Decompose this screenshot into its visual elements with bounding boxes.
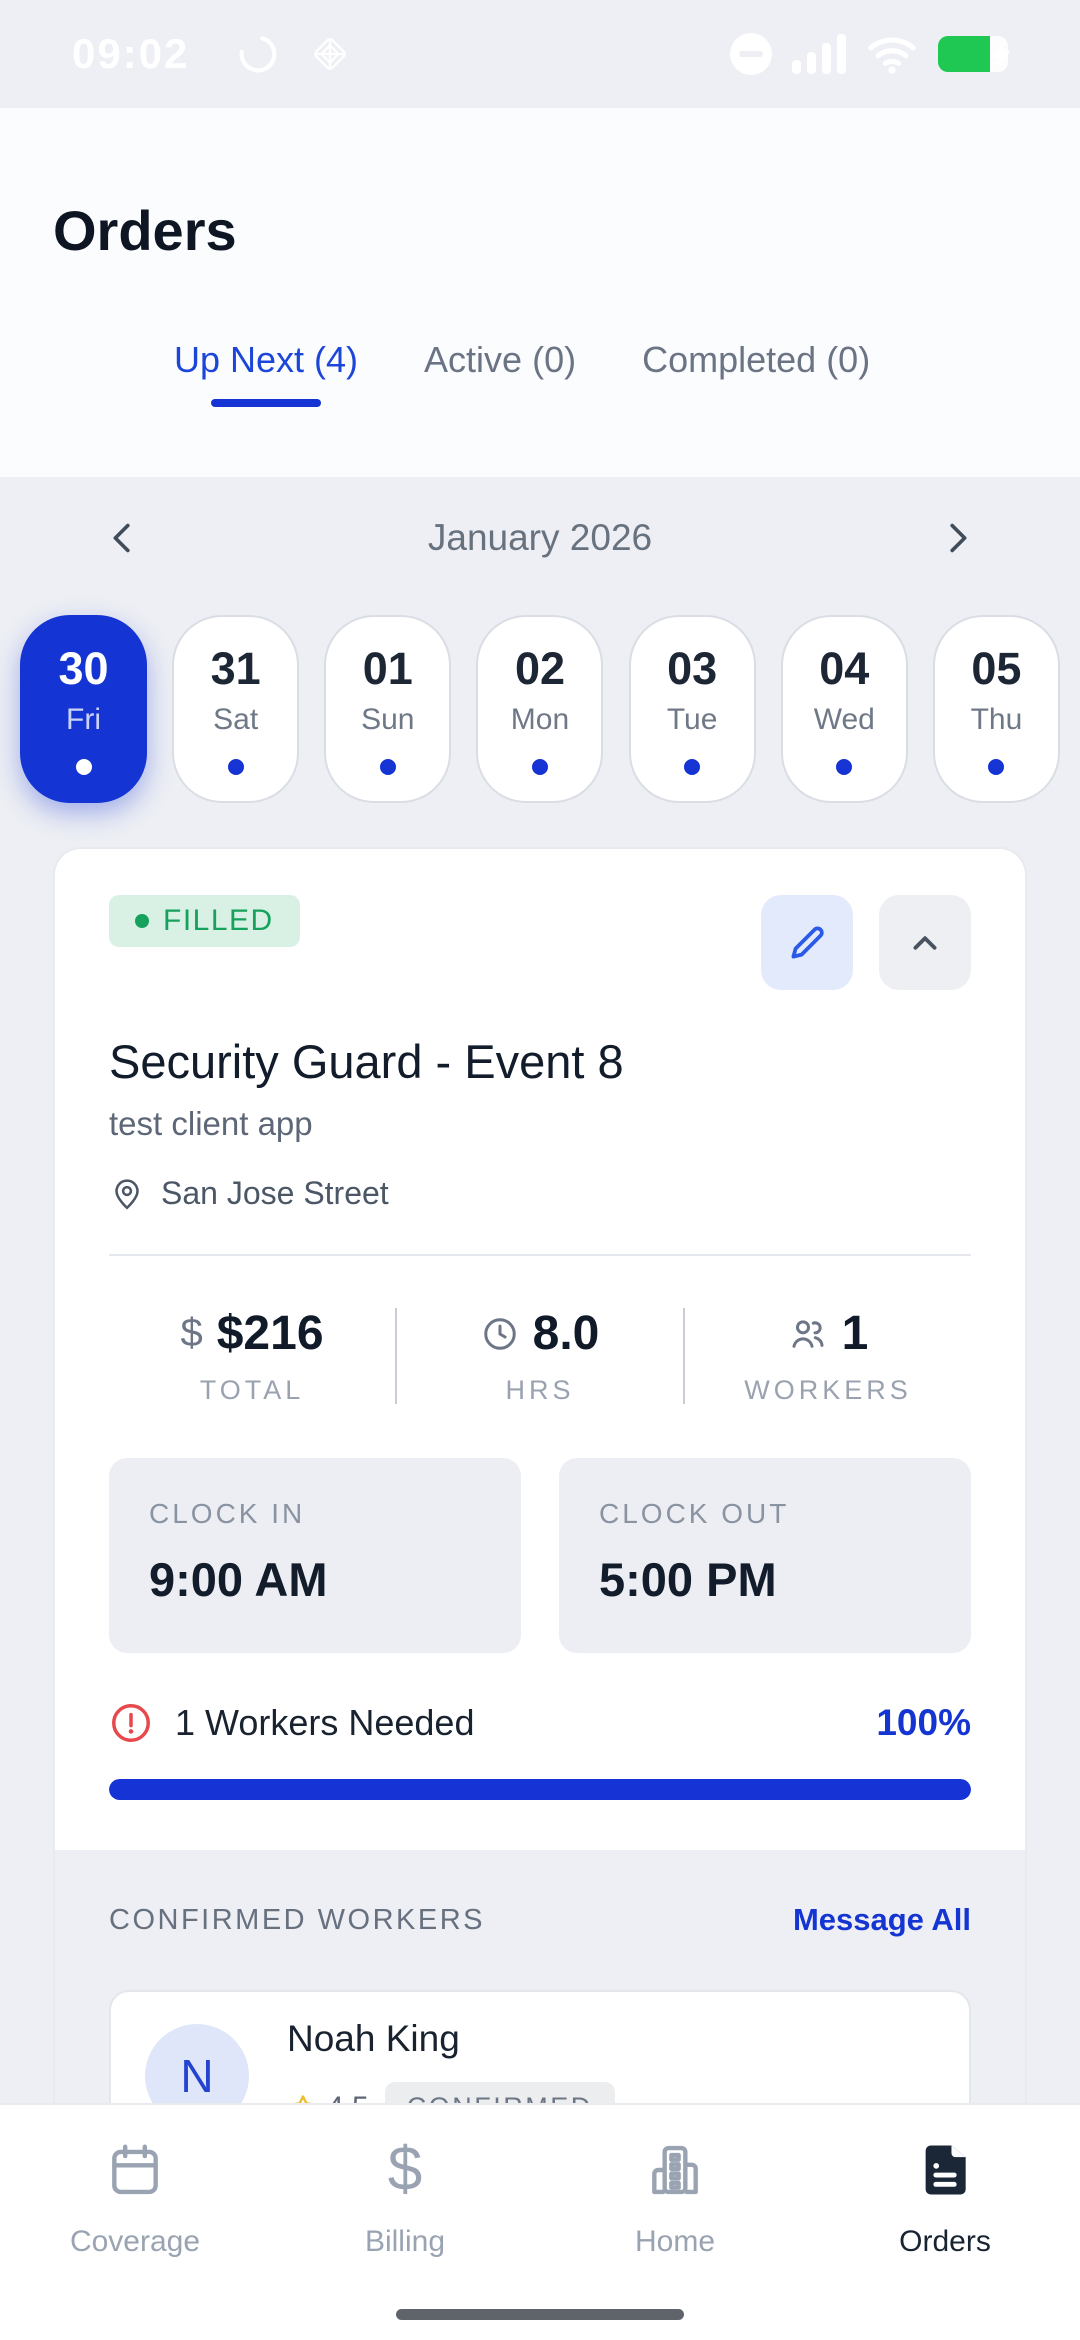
nav-item-home[interactable]: Home	[540, 2139, 810, 2340]
bottom-nav: Coverage $ Billing Home Orders	[0, 2103, 1080, 2340]
divider	[395, 1308, 397, 1404]
header: Orders Up Next (4) Active (0) Completed …	[0, 108, 1080, 477]
stat-hours: 8.0 HRS	[397, 1306, 683, 1406]
nav-item-orders[interactable]: Orders	[810, 2139, 1080, 2340]
event-dot	[684, 759, 701, 775]
event-dot	[227, 759, 244, 775]
clock-out-box: CLOCK OUT 5:00 PM	[559, 1458, 971, 1653]
status-time: 09:02	[72, 30, 190, 77]
stat-workers: 1 WORKERS	[744, 1307, 912, 1405]
nav-item-coverage[interactable]: Coverage	[0, 2139, 270, 2340]
divider	[683, 1308, 685, 1404]
status-bar: 09:02	[0, 0, 1080, 108]
day-pill-03[interactable]: 03 Tue	[628, 615, 756, 803]
tab-active[interactable]: Active (0)	[424, 339, 577, 380]
dollar-icon: $	[180, 1311, 203, 1355]
location-pin-icon	[109, 1176, 145, 1212]
order-stats: $ $216 TOTAL 8.0 HRS	[109, 1306, 971, 1406]
month-label: January 2026	[427, 517, 653, 558]
day-pill-30[interactable]: 30 Fri	[20, 615, 147, 803]
sync-spinner-icon	[237, 33, 279, 75]
home-building-icon	[644, 2139, 706, 2201]
tab-completed[interactable]: Completed (0)	[642, 339, 871, 380]
day-picker: 30 Fri 31 Sat 01 Sun 02 Mon 03 Tue	[0, 615, 1080, 803]
wifi-icon	[866, 32, 918, 76]
home-indicator[interactable]	[396, 2309, 684, 2320]
message-all-link[interactable]: Message All	[792, 1902, 971, 1937]
edit-order-button[interactable]	[761, 895, 853, 990]
stat-total: $ $216 TOTAL	[180, 1307, 324, 1405]
day-pill-04[interactable]: 04 Wed	[780, 615, 908, 803]
do-not-disturb-icon	[730, 33, 772, 75]
clock-in-box: CLOCK IN 9:00 AM	[109, 1458, 521, 1653]
coverage-calendar-icon	[104, 2139, 166, 2201]
event-dot	[75, 759, 92, 775]
chevron-up-icon	[902, 920, 948, 966]
day-pill-02[interactable]: 02 Mon	[476, 615, 604, 803]
calendar-strip: January 2026 30 Fri 31 Sat 01 Sun 0	[0, 477, 1080, 803]
page-title: Orders	[53, 199, 237, 262]
fill-percent-label: 100%	[876, 1702, 971, 1743]
active-tab-underline	[211, 399, 322, 407]
alert-circle-icon	[109, 1701, 153, 1745]
next-month-button[interactable]	[934, 515, 980, 561]
status-dot-icon	[135, 914, 149, 928]
order-title: Security Guard - Event 8	[109, 1035, 624, 1088]
order-card: FILLED Security Guard - Event 8	[53, 847, 1027, 2211]
tab-bar: Up Next (4) Active (0) Completed (0)	[174, 339, 1080, 407]
day-pill-31[interactable]: 31 Sat	[172, 615, 300, 803]
signal-strength-icon	[792, 34, 846, 74]
workers-icon	[788, 1314, 828, 1354]
event-dot	[988, 759, 1005, 775]
billing-dollar-icon: $	[387, 2135, 423, 2204]
day-pill-05[interactable]: 05 Thu	[932, 615, 1060, 803]
orders-document-icon	[914, 2139, 976, 2201]
tab-up-next[interactable]: Up Next (4)	[174, 339, 358, 407]
clock-icon	[481, 1315, 519, 1353]
battery-charging-icon	[938, 36, 1011, 72]
collapse-card-button[interactable]	[879, 895, 971, 990]
client-name: test client app	[109, 1105, 313, 1142]
pencil-icon	[783, 919, 831, 967]
day-pill-01[interactable]: 01 Sun	[324, 615, 452, 803]
fill-progress-value	[109, 1779, 971, 1800]
gem-notification-icon	[309, 33, 351, 75]
workers-needed-label: 1 Workers Needed	[175, 1702, 475, 1743]
confirmed-workers-title: CONFIRMED WORKERS	[109, 1903, 485, 1936]
order-location: San Jose Street	[109, 1175, 971, 1212]
nav-item-billing[interactable]: $ Billing	[364, 2135, 446, 2259]
event-dot	[836, 759, 853, 775]
event-dot	[531, 759, 548, 775]
status-badge: FILLED	[109, 895, 300, 947]
event-dot	[379, 759, 396, 775]
previous-month-button[interactable]	[100, 515, 146, 561]
divider	[109, 1254, 971, 1256]
worker-name: Noah King	[287, 2018, 460, 2059]
fill-progress-bar	[109, 1779, 971, 1800]
